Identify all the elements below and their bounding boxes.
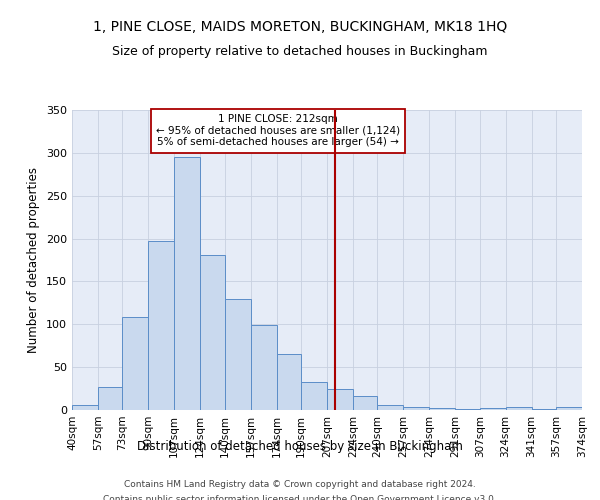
Bar [479,408,506,410]
Bar [224,300,251,410]
Text: 1 PINE CLOSE: 212sqm
← 95% of detached houses are smaller (1,124)
5% of semi-det: 1 PINE CLOSE: 212sqm ← 95% of detached h… [156,114,400,148]
Text: Size of property relative to detached houses in Buckingham: Size of property relative to detached ho… [112,45,488,58]
Bar [430,408,455,410]
Bar [277,354,301,410]
Bar [532,409,556,410]
Bar [72,405,98,410]
Bar [251,325,277,410]
Text: Distribution of detached houses by size in Buckingham: Distribution of detached houses by size … [137,440,463,453]
Bar [98,387,122,410]
Bar [122,316,148,410]
Bar [403,408,430,410]
Bar [353,396,377,410]
Bar [301,382,327,410]
Bar [148,241,175,410]
Text: Contains public sector information licensed under the Open Government Licence v3: Contains public sector information licen… [103,495,497,500]
Bar [556,408,582,410]
Bar [175,157,200,410]
Bar [377,405,403,410]
Bar [506,408,532,410]
Bar [327,388,353,410]
Text: 1, PINE CLOSE, MAIDS MORETON, BUCKINGHAM, MK18 1HQ: 1, PINE CLOSE, MAIDS MORETON, BUCKINGHAM… [93,20,507,34]
Text: Contains HM Land Registry data © Crown copyright and database right 2024.: Contains HM Land Registry data © Crown c… [124,480,476,489]
Bar [455,409,479,410]
Y-axis label: Number of detached properties: Number of detached properties [28,167,40,353]
Bar [200,255,224,410]
